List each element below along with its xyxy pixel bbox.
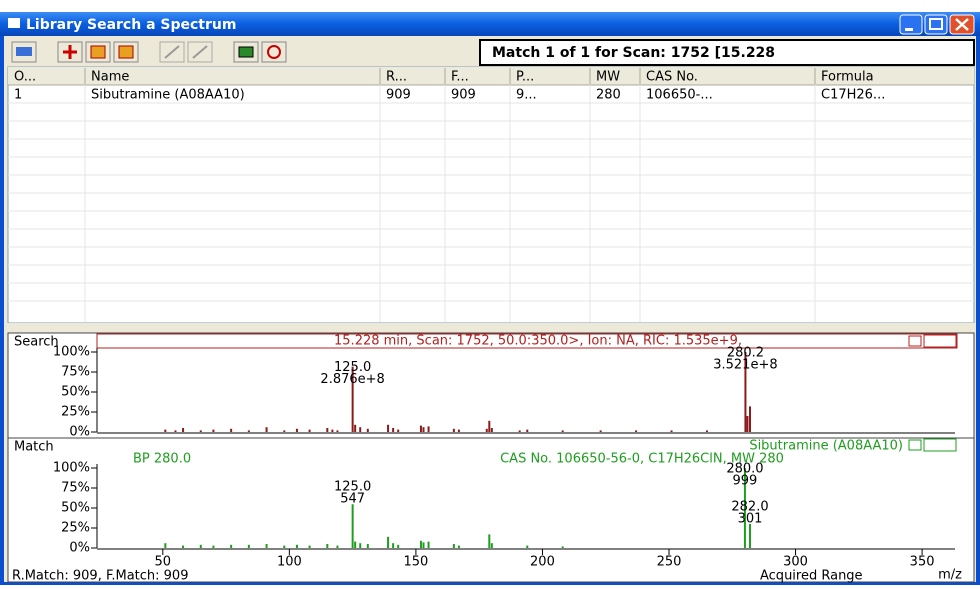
table-cell: 909 xyxy=(386,88,411,103)
x-tick-label: 100 xyxy=(277,555,302,570)
match-info: CAS No. 106650-56-0, C17H26ClN, MW 280 xyxy=(500,452,784,467)
match-name: Sibutramine (A08AA10) xyxy=(749,439,903,454)
base-peak: BP 280.0 xyxy=(133,452,191,467)
peak-label: 125.0 xyxy=(334,480,371,495)
status-text: Match 1 of 1 for Scan: 1752 [15.228 xyxy=(492,45,775,61)
tool-icon xyxy=(192,45,208,59)
y-tick-label: 50% xyxy=(61,385,90,400)
x-tick-label: 150 xyxy=(403,555,428,570)
x-tick-label: 50 xyxy=(155,555,172,570)
peak-abundance: 2.876e+8 xyxy=(320,372,384,387)
panel-label: Search xyxy=(14,335,59,350)
results-table xyxy=(7,66,975,324)
column-header: CAS No. xyxy=(646,70,698,85)
close-icon xyxy=(955,18,969,31)
peak-label: 280.0 xyxy=(726,462,763,477)
app-icon xyxy=(8,18,20,28)
tool-icon xyxy=(164,45,180,59)
panel-button[interactable] xyxy=(908,335,922,347)
column-header: P... xyxy=(516,70,534,85)
column-header: F... xyxy=(451,70,469,85)
tool-icon xyxy=(63,45,77,59)
header-frame xyxy=(96,333,958,349)
table-cell: 909 xyxy=(451,88,476,103)
x-tick-label: 200 xyxy=(530,555,555,570)
table-cell: 106650-... xyxy=(646,88,713,103)
panel-label: Match xyxy=(14,440,54,455)
match-scores: R.Match: 909, F.Match: 909 xyxy=(12,569,188,584)
x-axis-label: m/z xyxy=(938,568,962,583)
y-tick-label: 25% xyxy=(61,521,90,536)
table-cell: 280 xyxy=(596,88,621,103)
range-label: Acquired Range xyxy=(760,569,863,584)
tool-icon xyxy=(118,45,134,59)
table-cell: Sibutramine (A08AA10) xyxy=(91,88,245,103)
x-tick-label: 350 xyxy=(910,555,935,570)
y-tick-label: 75% xyxy=(61,481,90,496)
peak-label: 125.0 xyxy=(334,360,371,375)
spectrum-panel xyxy=(7,332,975,583)
table-content: O... Name R... F... P... MW CAS No. Formula 1 Sib… xyxy=(8,68,974,322)
status-box xyxy=(479,39,975,66)
y-tick-label: 0% xyxy=(69,541,90,556)
table-header xyxy=(8,67,974,85)
y-tick-label: 25% xyxy=(61,405,90,420)
search-header: 15.228 min, Scan: 1752, 50.0:350.0>, Ion… xyxy=(334,334,742,349)
title-bar xyxy=(0,12,980,36)
tool-button[interactable] xyxy=(261,41,287,63)
maximize-button[interactable] xyxy=(924,14,948,35)
y-tick-label: 50% xyxy=(61,501,90,516)
peak-label: 282.0 xyxy=(731,499,768,514)
table-cell: C17H26... xyxy=(821,88,885,103)
column-header: MW xyxy=(596,70,620,85)
y-tick-label: 0% xyxy=(69,425,90,440)
x-tick-label: 300 xyxy=(783,555,808,570)
tool-icon xyxy=(90,45,106,59)
splitter[interactable] xyxy=(4,323,976,332)
window-title: Library Search a Spectrum xyxy=(26,17,236,33)
panel-button[interactable] xyxy=(908,439,922,451)
y-tick-label: 75% xyxy=(61,365,90,380)
column-header: O... xyxy=(14,70,36,85)
panel-button[interactable] xyxy=(923,438,957,452)
peak-abundance: 999 xyxy=(733,474,758,489)
table-cell: 9... xyxy=(516,88,537,103)
tool-icon xyxy=(267,45,281,59)
tool-icon xyxy=(16,47,32,56)
peak-abundance: 301 xyxy=(738,511,763,526)
toolbar: Match 1 of 1 for Scan: 1752 [15.228 xyxy=(11,39,975,66)
column-header: R... xyxy=(386,70,407,85)
column-header: Name xyxy=(91,70,129,85)
y-tick-label: 100% xyxy=(53,461,90,476)
panel-button[interactable] xyxy=(923,334,957,348)
maximize-icon xyxy=(929,18,943,30)
x-tick-label: 250 xyxy=(657,555,682,570)
tool-icon xyxy=(238,46,254,58)
peak-abundance: 547 xyxy=(340,492,365,507)
y-tick-label: 100% xyxy=(53,345,90,360)
peak-label: 280.2 xyxy=(727,346,764,361)
peak-abundance: 3.521e+8 xyxy=(713,358,777,373)
column-header: Formula xyxy=(821,70,874,85)
table-cell: 1 xyxy=(14,88,22,103)
minimize-icon xyxy=(905,28,913,31)
minimize-button[interactable] xyxy=(899,14,923,35)
